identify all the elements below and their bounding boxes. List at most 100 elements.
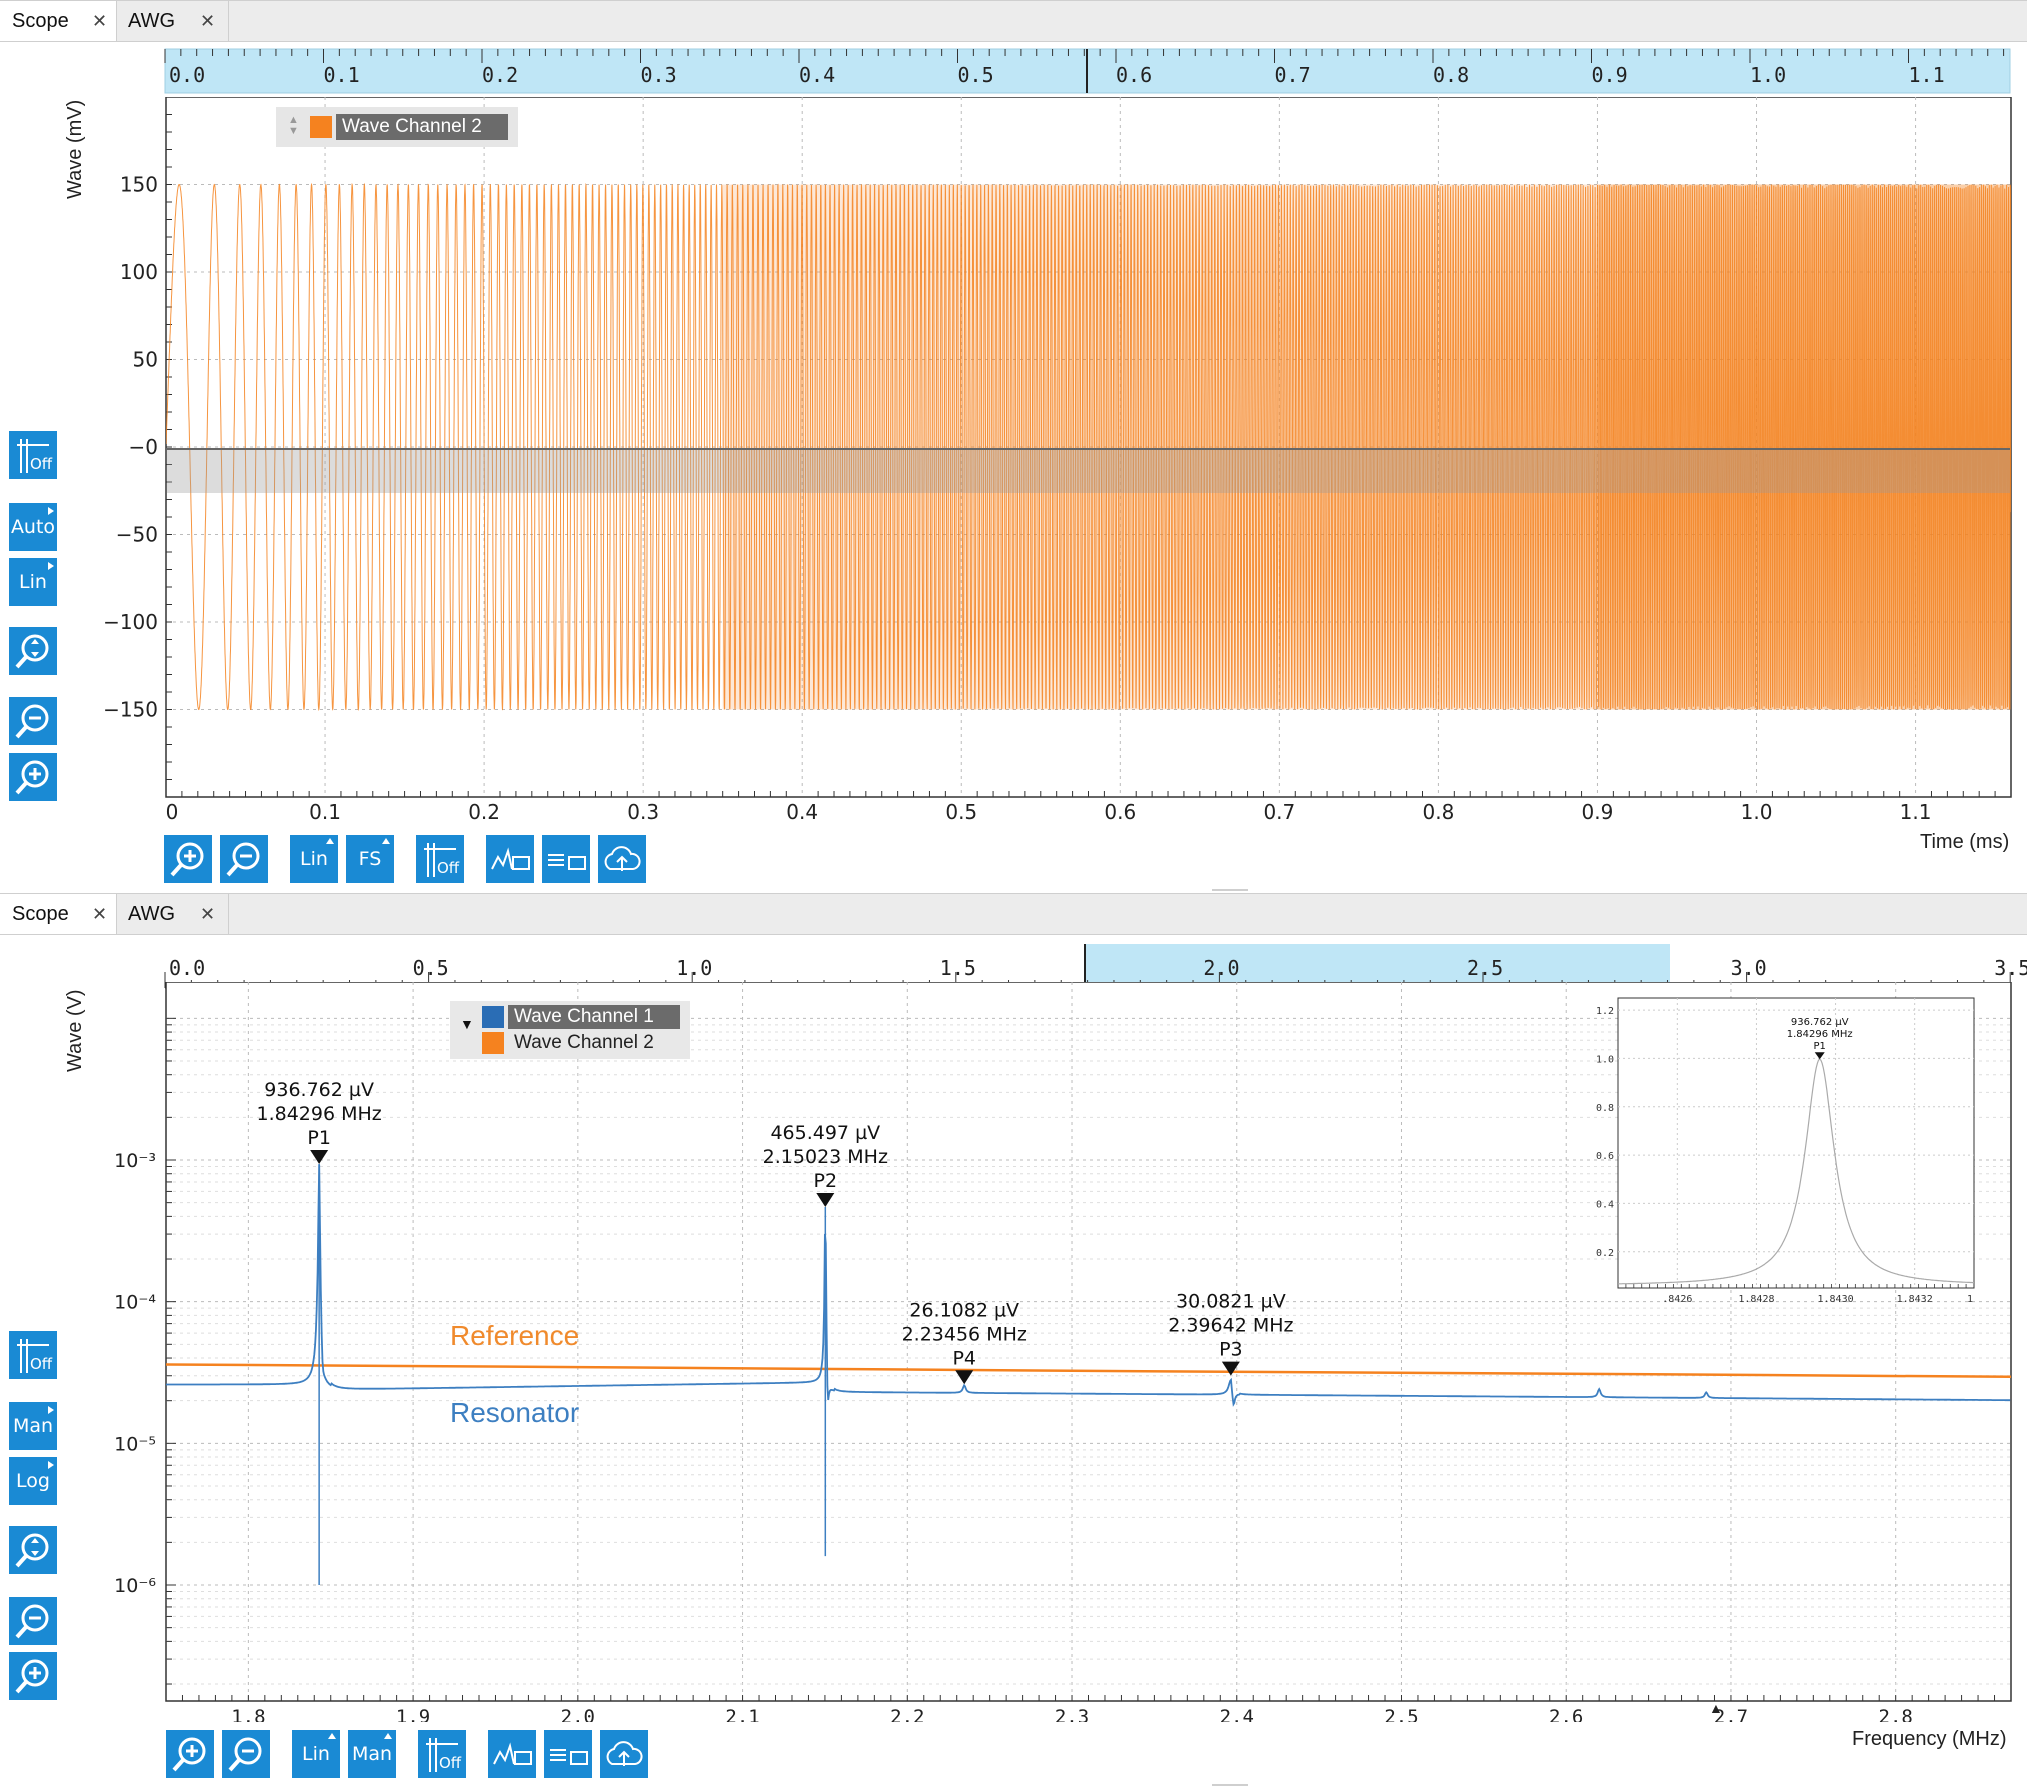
zoom-out-button[interactable] <box>9 1597 57 1645</box>
grid-icon: Off <box>17 1339 53 1373</box>
zoom-in-button[interactable] <box>9 753 57 801</box>
trigger-off-button[interactable]: Off <box>9 431 57 479</box>
y-tick-label: −50 <box>116 523 158 547</box>
x-axis-label: Frequency (MHz) <box>1852 1728 2007 1750</box>
overview-tick-label: 3.0 <box>1730 956 1767 980</box>
x-zoom-in-button[interactable] <box>166 1730 214 1778</box>
x-trigger-off-button[interactable]: Off <box>418 1730 466 1778</box>
save-data-button[interactable] <box>542 835 590 883</box>
zoom-in-icon <box>170 842 204 877</box>
tab-awg[interactable]: AWG ✕ <box>116 894 229 934</box>
inset-x-tick-label: 1.8430 <box>1817 1294 1853 1305</box>
y-tick-label: 10⁻⁴ <box>114 1292 156 1314</box>
x-trigger-off-button[interactable]: Off <box>416 835 464 883</box>
legend-swatch <box>310 116 332 138</box>
y-tick-label: 100 <box>120 260 158 284</box>
zoom-inset[interactable]: 1.2 1.0 0.8 0.6 0.4 0.2 .8426 1.8428 1.8430 1.843… <box>1580 996 1980 1316</box>
legend-item-wave-channel-2[interactable]: Wave Channel 2 <box>336 114 508 140</box>
legend-collapse-icon[interactable]: ▼ <box>460 1016 474 1032</box>
save-image-button[interactable] <box>488 1730 536 1778</box>
marker-label: P1 <box>307 1127 331 1149</box>
peak-marker-icon[interactable] <box>310 1150 329 1165</box>
y-axis-label: Wave (mV) <box>64 99 86 199</box>
y-tick-label: 10⁻³ <box>114 1150 156 1172</box>
zoom-fit-button[interactable] <box>9 627 57 675</box>
reference-trace <box>166 1363 2011 1379</box>
close-icon[interactable]: ✕ <box>200 10 216 31</box>
overview-tick-label: 1.5 <box>939 956 976 980</box>
log-scale-button[interactable]: Log <box>9 1457 57 1505</box>
x-tick-label: 1.8 <box>231 1706 265 1722</box>
auto-scale-button[interactable]: Auto <box>9 503 57 551</box>
overview-tick-label: 0.3 <box>640 63 677 87</box>
peak-marker-icon[interactable] <box>955 1370 974 1385</box>
overview-tick-label: 0.0 <box>169 63 206 87</box>
x-zoom-in-button[interactable] <box>164 835 212 883</box>
zoom-out-icon <box>226 842 260 877</box>
tab-scope[interactable]: Scope ✕ <box>0 894 117 934</box>
x-tick-label: 2.1 <box>725 1706 759 1722</box>
man-scale-button[interactable]: Man <box>9 1402 57 1450</box>
save-data-button[interactable] <box>544 1730 592 1778</box>
x-fs-button[interactable]: FS <box>346 835 394 883</box>
zoom-out-button[interactable] <box>9 697 57 745</box>
splitter-handle[interactable] <box>1212 1784 1248 1786</box>
resonator-trace <box>166 1164 2011 1407</box>
svg-text:Off: Off <box>437 859 460 877</box>
overview-tick-label: 0.1 <box>323 63 360 87</box>
cloud-upload-button[interactable] <box>598 835 646 883</box>
y-tick-label: −0 <box>129 435 158 459</box>
tab-scope[interactable]: Scope ✕ <box>0 1 117 41</box>
time-overview-bar[interactable] <box>160 47 2012 95</box>
inset-marker-label: P1 <box>1814 1041 1826 1052</box>
x-man-button[interactable]: Man <box>348 1730 396 1778</box>
marker-label: P4 <box>952 1347 976 1369</box>
marker-value: 465.497 µV <box>770 1122 880 1144</box>
inset-marker-icon <box>1814 1052 1825 1060</box>
x-lin-button[interactable]: Lin <box>292 1730 340 1778</box>
cloud-upload-icon <box>606 1741 643 1766</box>
overview-tick-label: 1.1 <box>1908 63 1945 87</box>
x-lin-button[interactable]: Lin <box>290 835 338 883</box>
zoom-fit-button[interactable] <box>9 1526 57 1574</box>
close-icon[interactable]: ✕ <box>92 903 108 924</box>
close-icon[interactable]: ✕ <box>92 10 108 31</box>
inset-y-tick-label: 1.0 <box>1596 1054 1614 1065</box>
top-tab-bar: Scope ✕ AWG ✕ <box>0 1 2027 42</box>
cloud-upload-button[interactable] <box>600 1730 648 1778</box>
inset-x-tick-label: 1.8428 <box>1738 1294 1774 1305</box>
bottom-tab-bar: Scope ✕ AWG ✕ <box>0 894 2027 935</box>
tab-awg[interactable]: AWG ✕ <box>116 1 229 41</box>
svg-text:Off: Off <box>439 1754 462 1772</box>
legend[interactable]: ▼ Wave Channel 1 Wave Channel 2 <box>450 1001 690 1059</box>
peak-marker-icon[interactable] <box>816 1193 835 1208</box>
close-icon[interactable]: ✕ <box>200 903 216 924</box>
splitter-handle[interactable] <box>1212 889 1248 891</box>
legend-item-wave-channel-2[interactable]: Wave Channel 2 <box>514 1032 654 1053</box>
x-zoom-out-button[interactable] <box>222 1730 270 1778</box>
x-tick-label: 0.6 <box>1104 800 1136 824</box>
marker-value: 26.1082 µV <box>909 1299 1019 1321</box>
trigger-off-button[interactable]: Off <box>9 1331 57 1379</box>
x-zoom-out-button[interactable] <box>220 835 268 883</box>
marker-value: 30.0821 µV <box>1176 1291 1286 1313</box>
lin-scale-button[interactable]: Lin <box>9 558 57 606</box>
overview-tick-label: 1.0 <box>676 956 713 980</box>
legend-swatch-blue <box>482 1006 504 1028</box>
chart-folder-icon <box>493 1742 532 1765</box>
save-image-button[interactable] <box>486 835 534 883</box>
cursor-marker-icon[interactable]: ▲ <box>1709 1700 1723 1716</box>
marker-value: 936.762 µV <box>264 1079 374 1101</box>
inset-y-tick-label: 0.4 <box>1596 1199 1614 1210</box>
x-tick-label: 1.1 <box>1900 800 1932 824</box>
marker-frequency: 2.23456 MHz <box>902 1323 1027 1345</box>
legend-sort-icon[interactable]: ▲ ▼ <box>288 114 299 137</box>
zoom-in-button[interactable] <box>9 1652 57 1700</box>
x-tick-label: 2.5 <box>1384 1706 1418 1722</box>
time-plot[interactable]: 150 100 50 −0 −50 −100 −150 0 0.1 0.2 0.3 0.4 0.5 0.… <box>100 97 2020 827</box>
legend-item-wave-channel-1[interactable]: Wave Channel 1 <box>508 1005 680 1029</box>
grid-icon: Off <box>424 843 460 877</box>
zoom-out-icon <box>15 1604 49 1639</box>
legend[interactable]: ▲ ▼ Wave Channel 2 <box>276 107 518 147</box>
peak-marker-icon[interactable] <box>1221 1361 1240 1376</box>
